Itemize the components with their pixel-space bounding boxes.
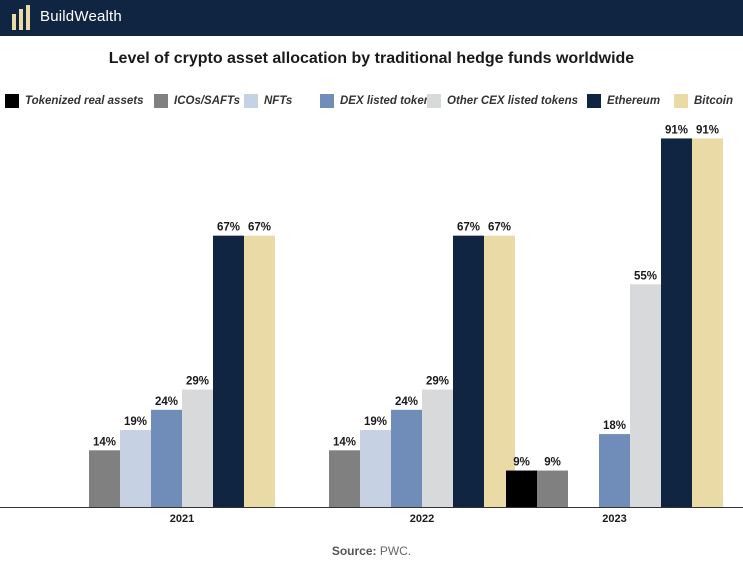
data-label-2023-ethereum: 91% — [665, 124, 688, 136]
legend-label: NFTs — [264, 95, 293, 107]
data-label-2021-nfts: 19% — [124, 416, 147, 428]
bar-2022-icos-safts — [329, 450, 360, 507]
data-label-2023-dex-listed-tokens: 18% — [603, 420, 626, 432]
bar-2022-nfts — [360, 430, 391, 507]
x-tick-label-2022: 2022 — [410, 513, 434, 525]
data-label-2022-other-cex-listed-tokens: 29% — [426, 376, 449, 388]
source-label: Source: — [331, 544, 377, 558]
chart-legend: Tokenized real assets ICOs/SAFTs NFTs DEX l… — [0, 93, 743, 109]
legend-label: ICOs/SAFTs — [174, 95, 241, 107]
bar-2023-icos-safts — [537, 470, 568, 507]
buildwealth-logo-icon — [12, 5, 30, 30]
bar-2023-tokenized-real-assets — [506, 470, 537, 507]
data-label-2021-ethereum: 67% — [217, 222, 240, 234]
legend-swatch — [244, 94, 258, 108]
data-label-2023-other-cex-listed-tokens: 55% — [634, 270, 657, 282]
data-label-2021-other-cex-listed-tokens: 29% — [186, 376, 209, 388]
chart-title: Level of crypto asset allocation by trad… — [108, 50, 635, 67]
legend-swatch — [320, 94, 334, 108]
legend-label: DEX listed tokens — [340, 95, 438, 107]
legend-label: Ethereum — [607, 95, 661, 107]
legend-swatch — [5, 94, 19, 108]
brand-name: BuildWealth — [40, 8, 122, 25]
legend-swatch — [587, 94, 601, 108]
data-label-2022-nfts: 19% — [364, 416, 387, 428]
data-label-2022-ethereum: 67% — [457, 222, 480, 234]
bar-2021-nfts — [120, 430, 151, 507]
bar-2022-ethereum — [453, 235, 484, 507]
legend-swatch — [427, 94, 441, 108]
data-label-2021-bitcoin: 67% — [248, 222, 271, 234]
bar-2023-ethereum — [661, 138, 692, 507]
bar-2023-other-cex-listed-tokens — [630, 284, 661, 507]
legend-swatch — [154, 94, 168, 108]
data-label-2021-dex-listed-tokens: 24% — [155, 396, 178, 408]
bar-2021-icos-safts — [89, 450, 120, 507]
data-label-2022-dex-listed-tokens: 24% — [395, 396, 418, 408]
source-text: PWC. — [379, 544, 412, 558]
source-note: Source: PWC. — [0, 544, 743, 558]
legend-label: Other CEX listed tokens — [447, 95, 579, 107]
data-label-2023-tokenized-real-assets: 9% — [513, 457, 530, 469]
header-bar: BuildWealth — [0, 0, 743, 36]
bar-2021-bitcoin — [244, 235, 275, 507]
data-label-2023-icos-safts: 9% — [544, 457, 561, 469]
data-label-2022-bitcoin: 67% — [488, 222, 511, 234]
bar-2022-bitcoin — [484, 235, 515, 507]
x-tick-label-2023: 2023 — [602, 513, 626, 525]
bar-2021-ethereum — [213, 235, 244, 507]
legend-label: Bitcoin — [694, 95, 733, 107]
bar-2023-bitcoin — [692, 138, 723, 507]
bar-2023-dex-listed-tokens — [599, 434, 630, 507]
data-label-2022-icos-safts: 14% — [333, 436, 356, 448]
data-label-2021-icos-safts: 14% — [93, 436, 116, 448]
legend-swatch — [674, 94, 688, 108]
data-label-2023-bitcoin: 91% — [696, 124, 719, 136]
bar-2021-dex-listed-tokens — [151, 409, 182, 507]
bar-2021-other-cex-listed-tokens — [182, 389, 213, 507]
x-tick-label-2021: 2021 — [170, 513, 194, 525]
legend-label: Tokenized real assets — [25, 95, 144, 107]
bar-2022-other-cex-listed-tokens — [422, 389, 453, 507]
bar-2022-dex-listed-tokens — [391, 409, 422, 507]
bar-chart: 14% 19% 24% 29% 67% 67% 2021 14% 19% 24% 29% 67% 67%… — [0, 124, 743, 525]
